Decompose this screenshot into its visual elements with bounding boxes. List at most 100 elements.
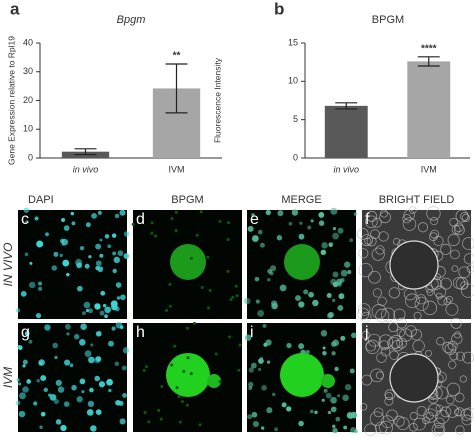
nucleus [36, 379, 40, 383]
nucleus [350, 411, 358, 419]
nucleus [308, 291, 315, 298]
nucleus [71, 384, 77, 391]
y-tick-label: 5 [293, 114, 298, 124]
speck [170, 217, 174, 221]
cell-outline [431, 422, 446, 437]
speck [143, 410, 147, 414]
nucleus [332, 298, 336, 302]
cell-outline [413, 311, 422, 320]
panel-letter: g [21, 324, 30, 341]
nucleus [25, 220, 29, 224]
nucleus [52, 342, 58, 349]
nucleus [69, 363, 74, 368]
nucleus [16, 378, 20, 382]
panel-letter: c [21, 211, 29, 228]
nucleus [89, 387, 94, 393]
panel-letter: b [274, 0, 284, 18]
polar-body [321, 374, 335, 388]
nucleus [337, 227, 344, 234]
cell-outline [448, 360, 457, 369]
cell-outline [388, 322, 399, 333]
nucleus [322, 346, 326, 350]
nucleus [321, 242, 328, 249]
cell-outline [454, 224, 465, 236]
nucleus [257, 367, 262, 372]
nucleus [18, 392, 26, 400]
cell-outline [423, 408, 438, 423]
nucleus [36, 240, 44, 248]
column-header: BPGM [171, 194, 203, 206]
cell-outline [396, 317, 408, 329]
cell-outline [380, 346, 391, 357]
nucleus [248, 381, 254, 388]
nucleus [85, 308, 89, 313]
nucleus [350, 427, 357, 434]
nucleus [265, 339, 272, 346]
cell-outline [393, 415, 405, 427]
nucleus [64, 359, 71, 366]
x-tick-label: in vivo [333, 164, 359, 174]
panel-letter: h [136, 324, 145, 341]
nucleus [309, 409, 314, 414]
nucleus [80, 323, 87, 331]
x-tick-label: IVM [421, 164, 437, 174]
speck [185, 403, 189, 407]
cell-outline [445, 395, 455, 405]
nucleus [327, 410, 332, 415]
cell-outline [445, 295, 453, 304]
nucleus [244, 334, 252, 341]
cell-outline [384, 396, 394, 406]
nucleus [291, 209, 299, 216]
nucleus [330, 207, 338, 215]
speck [226, 237, 230, 241]
cell-outline [380, 307, 396, 322]
cell-outline [440, 406, 452, 418]
nucleus [328, 242, 334, 247]
oocyte-outline [389, 353, 439, 403]
speck [228, 335, 232, 339]
cell-outline [371, 217, 382, 228]
nucleus [106, 378, 113, 386]
cell-outline [409, 422, 418, 432]
nucleus [342, 394, 349, 402]
speck [180, 400, 184, 404]
cell-outline [396, 337, 408, 349]
nucleus [349, 238, 354, 243]
nucleus [305, 349, 310, 355]
nucleus [116, 296, 121, 300]
panel-letter: j [364, 324, 369, 341]
nucleus [272, 392, 276, 397]
nucleus [251, 411, 258, 418]
cell-outline [437, 295, 448, 306]
nucleus [347, 269, 352, 275]
nucleus [248, 367, 254, 373]
cell-outline [366, 210, 378, 222]
nucleus [123, 231, 130, 237]
speck [147, 420, 151, 424]
nucleus [95, 409, 102, 416]
nucleus [271, 302, 278, 310]
nucleus [340, 277, 345, 283]
nucleus [321, 398, 325, 402]
cell-outline [450, 317, 462, 329]
cell-outline [379, 420, 393, 435]
nucleus [24, 252, 29, 257]
nucleus [82, 311, 86, 315]
nucleus [323, 388, 328, 393]
y-axis-label: Gene Expression relative to Rpl19 [6, 36, 16, 165]
nucleus [99, 310, 105, 316]
nucleus [334, 366, 339, 372]
nucleus [79, 246, 85, 251]
cell-outline [442, 341, 454, 354]
nucleus [257, 309, 265, 317]
nucleus [318, 220, 325, 226]
nucleus [45, 232, 49, 237]
cell-outline [378, 334, 394, 349]
nucleus [83, 301, 91, 309]
nucleus [267, 360, 271, 364]
cell-outline [459, 375, 468, 383]
nucleus [336, 281, 342, 287]
oocyte [284, 244, 320, 280]
cell-outline [416, 405, 427, 417]
nucleus [33, 401, 38, 406]
